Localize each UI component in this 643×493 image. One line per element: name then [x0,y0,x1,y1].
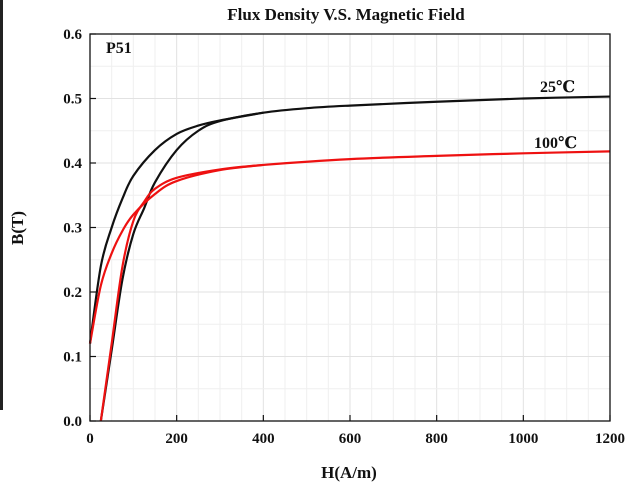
y-tick-label: 0.4 [63,156,82,172]
x-tick-label: 1200 [595,431,625,447]
x-tick-label: 1000 [508,431,538,447]
chart-title: Flux Density V.S. Magnetic Field [227,5,465,24]
y-tick-label: 0.5 [63,92,82,108]
y-axis-label: B(T) [8,211,27,245]
sample-label: P51 [106,40,132,57]
series-label-25c: 25℃ [540,79,575,96]
left-edge-divider [0,0,3,410]
y-tick-label: 0.2 [63,285,82,301]
y-tick-label: 0.0 [63,414,82,430]
axis-layer: 0 200 400 600 800 1000 1200 0.0 0.1 0.2 0.3 0.4 0.5 0… [63,27,625,447]
series-layer [88,95,611,422]
x-tick-label: 200 [165,431,188,447]
y-tick-label: 0.1 [63,350,82,366]
series-25c-upper-branch [88,111,264,344]
y-tick-label: 0.3 [63,221,82,237]
grid-layer [89,33,611,422]
series-25c-lower-branch [99,95,611,422]
y-tick-label: 0.6 [63,27,82,43]
x-tick-label: 800 [425,431,448,447]
x-tick-label: 600 [339,431,362,447]
x-tick-label: 400 [252,431,275,447]
series-label-100c: 100℃ [534,135,577,152]
series-100c-lower-branch [99,150,611,422]
x-tick-label: 0 [86,431,94,447]
x-axis-label: H(A/m) [321,463,377,482]
series-100c-upper-branch [88,163,264,344]
